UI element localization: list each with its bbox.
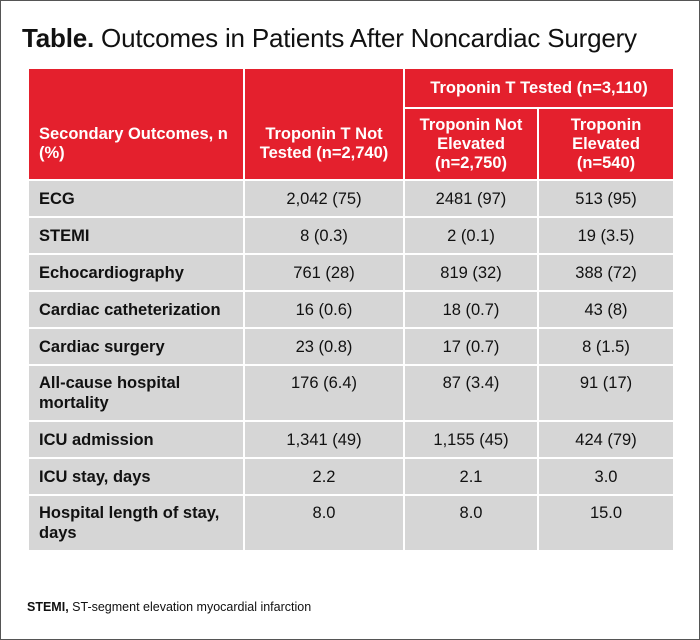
table-title-text: Outcomes in Patients After Noncardiac Su… xyxy=(101,23,637,53)
header-troponin-not-elevated: Troponin Not Elevated (n=2,750) xyxy=(403,107,539,181)
cell-elevated: 8 (1.5) xyxy=(536,327,676,366)
header-secondary-outcomes: Secondary Outcomes, n (%) xyxy=(27,67,245,181)
cell-elevated: 513 (95) xyxy=(536,179,676,218)
cell-not-tested: 1,341 (49) xyxy=(243,420,405,459)
header-troponin-not-tested: Troponin T Not Tested (n=2,740) xyxy=(243,67,405,181)
table-footnote: STEMI, ST-segment elevation myocardial i… xyxy=(27,599,311,615)
cell-not-elevated: 87 (3.4) xyxy=(403,364,539,422)
table-row: Echocardiography 761 (28) 819 (32) 388 (… xyxy=(27,253,676,292)
row-label: Cardiac surgery xyxy=(27,327,245,366)
table-title: Table. Outcomes in Patients After Noncar… xyxy=(22,22,637,54)
table-row: ICU admission 1,341 (49) 1,155 (45) 424 … xyxy=(27,420,676,459)
row-label: Hospital length of stay, days xyxy=(27,494,245,552)
row-label: All-cause hospital mortality xyxy=(27,364,245,422)
cell-not-elevated: 2.1 xyxy=(403,457,539,496)
table-row: Cardiac catheterization 16 (0.6) 18 (0.7… xyxy=(27,290,676,329)
table-row: Cardiac surgery 23 (0.8) 17 (0.7) 8 (1.5… xyxy=(27,327,676,366)
row-label: ICU stay, days xyxy=(27,457,245,496)
cell-not-elevated: 2481 (97) xyxy=(403,179,539,218)
row-label: STEMI xyxy=(27,216,245,255)
cell-not-elevated: 819 (32) xyxy=(403,253,539,292)
cell-not-elevated: 2 (0.1) xyxy=(403,216,539,255)
cell-not-elevated: 8.0 xyxy=(403,494,539,552)
table-body: ECG 2,042 (75) 2481 (97) 513 (95) STEMI … xyxy=(27,179,676,552)
cell-not-tested: 761 (28) xyxy=(243,253,405,292)
row-label: ECG xyxy=(27,179,245,218)
cell-not-tested: 8 (0.3) xyxy=(243,216,405,255)
cell-elevated: 19 (3.5) xyxy=(536,216,676,255)
cell-not-tested: 23 (0.8) xyxy=(243,327,405,366)
table-header: Secondary Outcomes, n (%) Troponin T Not… xyxy=(27,67,676,181)
outcomes-table: Secondary Outcomes, n (%) Troponin T Not… xyxy=(27,67,676,552)
cell-not-tested: 2.2 xyxy=(243,457,405,496)
cell-elevated: 91 (17) xyxy=(536,364,676,422)
cell-elevated: 424 (79) xyxy=(536,420,676,459)
table-row: ICU stay, days 2.2 2.1 3.0 xyxy=(27,457,676,496)
table-row: All-cause hospital mortality 176 (6.4) 8… xyxy=(27,364,676,422)
cell-not-tested: 16 (0.6) xyxy=(243,290,405,329)
cell-not-elevated: 17 (0.7) xyxy=(403,327,539,366)
footnote-abbreviation: STEMI, xyxy=(27,600,69,614)
row-label: Echocardiography xyxy=(27,253,245,292)
header-troponin-tested-group: Troponin T Tested (n=3,110) xyxy=(402,67,676,109)
row-label: ICU admission xyxy=(27,420,245,459)
table-row: STEMI 8 (0.3) 2 (0.1) 19 (3.5) xyxy=(27,216,676,255)
cell-not-tested: 8.0 xyxy=(243,494,405,552)
cell-not-elevated: 18 (0.7) xyxy=(403,290,539,329)
cell-elevated: 15.0 xyxy=(536,494,676,552)
table-title-lead: Table. xyxy=(22,23,95,53)
table-row: Hospital length of stay, days 8.0 8.0 15… xyxy=(27,494,676,552)
footnote-text: ST-segment elevation myocardial infarcti… xyxy=(72,600,312,614)
cell-elevated: 43 (8) xyxy=(536,290,676,329)
cell-not-tested: 176 (6.4) xyxy=(243,364,405,422)
table-row: ECG 2,042 (75) 2481 (97) 513 (95) xyxy=(27,179,676,218)
cell-not-tested: 2,042 (75) xyxy=(243,179,405,218)
cell-elevated: 3.0 xyxy=(536,457,676,496)
header-troponin-elevated: Troponin Elevated (n=540) xyxy=(536,107,676,181)
cell-not-elevated: 1,155 (45) xyxy=(403,420,539,459)
row-label: Cardiac catheterization xyxy=(27,290,245,329)
cell-elevated: 388 (72) xyxy=(536,253,676,292)
